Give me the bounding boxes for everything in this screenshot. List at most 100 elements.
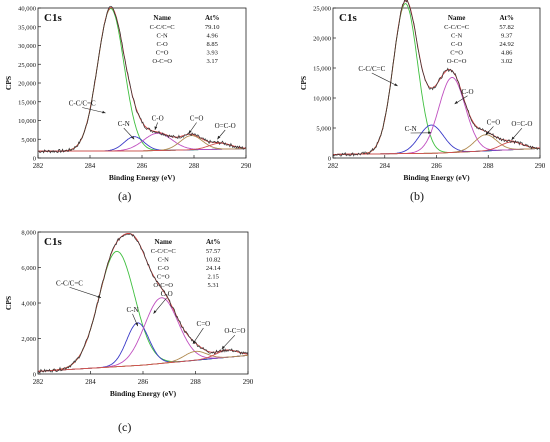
y-axis-label: CPS: [4, 296, 13, 310]
x-axis-label: Binding Energy (eV): [110, 389, 177, 398]
table-cell-name: C-C/C=C: [151, 248, 176, 255]
table-cell-at: 2.15: [208, 274, 219, 281]
table-header-at: At%: [499, 14, 513, 22]
table-cell-at: 3.17: [206, 58, 218, 65]
chart-title: C1s: [44, 236, 62, 248]
panel-caption-a: (a): [118, 189, 131, 204]
y-tick-label: 10,000: [18, 118, 36, 125]
peak-annotation: C-N: [118, 120, 130, 128]
x-tick-label: 290: [535, 162, 546, 170]
table-cell-at: 79.10: [205, 24, 220, 31]
annotation-arrow: [372, 73, 398, 86]
peak-c-o: [38, 351, 248, 371]
table-header-at: At%: [206, 238, 220, 246]
chart-title: C1s: [44, 12, 62, 24]
peak-annotation: C-O: [161, 290, 173, 298]
table-cell-at: 57.57: [206, 248, 221, 255]
table-header-name: Name: [153, 14, 171, 22]
y-tick-label: 8,000: [21, 230, 36, 237]
annotation-arrow: [82, 108, 105, 114]
peak-c-o: [333, 135, 540, 155]
table-header-name: Name: [448, 14, 466, 22]
peak-annotation: O-C=O: [224, 327, 245, 335]
peak-annotation: O=C-O: [215, 122, 236, 130]
x-tick-label: 290: [241, 162, 252, 170]
x-tick-label: 286: [431, 162, 442, 170]
x-axis-label: Binding Energy (eV): [403, 173, 470, 182]
y-tick-label: 15,000: [313, 66, 331, 73]
y-axis-label: CPS: [4, 76, 13, 90]
y-tick-label: 0: [328, 156, 331, 163]
x-tick-label: 286: [138, 378, 149, 386]
peak-annotation: C-C/C=C: [69, 100, 96, 108]
annotation-arrowhead: [455, 101, 458, 104]
chart-title: C1s: [339, 12, 357, 24]
y-tick-label: 0: [33, 372, 36, 379]
table-cell-name: C-C/C=C: [150, 24, 175, 31]
table-cell-at: 10.82: [206, 257, 221, 264]
table-cell-name: C=O: [156, 50, 169, 57]
peak-annotation: C-O: [462, 88, 474, 96]
table-cell-at: 4.96: [206, 33, 218, 40]
peak-annotation: O=C-O: [511, 120, 532, 128]
table-cell-at: 9.37: [501, 33, 513, 40]
x-tick-label: 288: [190, 378, 201, 386]
table-cell-at: 3.02: [501, 58, 512, 65]
x-tick-label: 284: [85, 378, 96, 386]
table-header-at: At%: [205, 14, 219, 22]
x-tick-label: 288: [189, 162, 200, 170]
y-tick-label: 30,000: [18, 43, 36, 50]
y-tick-label: 4,000: [21, 301, 36, 308]
peak-annotation: C=O: [190, 115, 204, 123]
table-cell-name: C-N: [158, 257, 170, 264]
table-cell-name: C=O: [157, 274, 170, 281]
y-axis-label: CPS: [299, 76, 308, 90]
x-tick-label: 286: [137, 162, 148, 170]
y-tick-label: 40,000: [18, 6, 36, 13]
table-header-name: Name: [154, 238, 172, 246]
x-tick-label: 282: [328, 162, 339, 170]
y-tick-label: 5,000: [316, 126, 331, 133]
table-cell-name: O-C=O: [153, 282, 173, 289]
x-tick-label: 282: [33, 378, 44, 386]
table-cell-name: C-O: [157, 41, 169, 48]
table-cell-name: C=O: [450, 50, 463, 57]
peak-o-c-o: [38, 350, 248, 371]
x-tick-label: 288: [483, 162, 494, 170]
table-cell-name: C-O: [158, 265, 170, 272]
table-cell-name: O-C=O: [447, 58, 467, 65]
table-cell-name: C-C/C=C: [444, 24, 469, 31]
table-cell-name: O-C=O: [152, 58, 172, 65]
y-tick-label: 20,000: [18, 81, 36, 88]
peak-annotation: C=O: [197, 320, 211, 328]
peak-c-o: [38, 298, 248, 372]
y-tick-label: 5,000: [21, 137, 36, 144]
table-cell-name: C-N: [157, 33, 169, 40]
peak-annotation: C-N: [405, 125, 417, 133]
x-tick-label: 282: [33, 162, 44, 170]
table-cell-at: 4.86: [501, 50, 513, 57]
x-axis-label: Binding Energy (eV): [109, 173, 176, 182]
y-tick-label: 0: [33, 156, 36, 163]
y-tick-label: 35,000: [18, 24, 36, 31]
y-tick-label: 25,000: [18, 62, 36, 69]
peak-annotation: C-O: [152, 115, 164, 123]
table-cell-at: 3.93: [206, 50, 217, 57]
table-cell-at: 24.14: [206, 265, 221, 272]
panel-caption-c: (c): [118, 420, 131, 435]
table-cell-at: 8.85: [206, 41, 217, 48]
peak-c-o: [333, 78, 540, 155]
table-cell-at: 5.31: [208, 282, 219, 289]
peak-annotation: C=O: [487, 118, 501, 126]
y-tick-label: 10,000: [313, 96, 331, 103]
table-cell-name: C-N: [451, 33, 463, 40]
x-tick-label: 284: [85, 162, 96, 170]
table-cell-name: C-O: [451, 41, 463, 48]
peak-annotation: C-N: [126, 306, 138, 314]
x-tick-label: 290: [243, 378, 254, 386]
